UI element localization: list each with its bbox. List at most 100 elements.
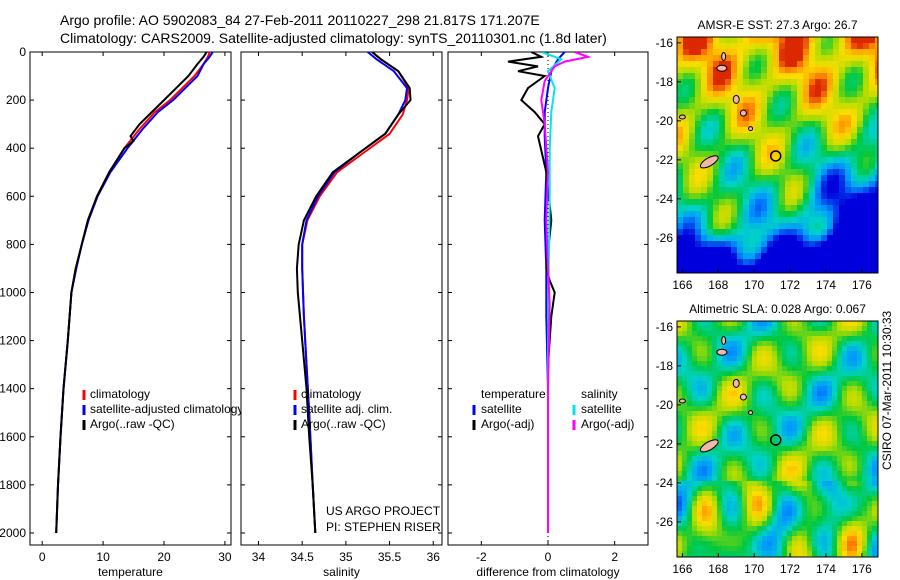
field-cell bbox=[875, 271, 878, 273]
temperature-xtick-label: 0 bbox=[39, 550, 46, 564]
field-cell bbox=[827, 491, 833, 497]
field-cell bbox=[752, 506, 758, 512]
field-cell bbox=[782, 506, 788, 512]
field-cell bbox=[852, 381, 858, 387]
field-cell bbox=[689, 145, 696, 152]
field-cell bbox=[827, 321, 833, 327]
field-cell bbox=[731, 43, 738, 50]
field-cell bbox=[803, 175, 810, 182]
field-cell bbox=[872, 466, 878, 472]
field-cell bbox=[707, 321, 713, 327]
field-cell bbox=[847, 546, 853, 552]
field-cell bbox=[725, 115, 732, 122]
field-cell bbox=[845, 217, 852, 224]
field-cell bbox=[697, 541, 703, 547]
field-cell bbox=[832, 426, 838, 432]
field-cell bbox=[872, 446, 878, 452]
field-cell bbox=[757, 521, 763, 527]
field-cell bbox=[687, 466, 693, 472]
field-cell bbox=[761, 109, 768, 116]
field-cell bbox=[747, 421, 753, 427]
field-cell bbox=[727, 371, 733, 377]
field-cell bbox=[782, 441, 788, 447]
field-cell bbox=[707, 416, 713, 422]
field-cell bbox=[682, 406, 688, 412]
field-cell bbox=[839, 229, 846, 236]
field-cell bbox=[707, 496, 713, 502]
field-cell bbox=[752, 406, 758, 412]
field-cell bbox=[845, 235, 852, 242]
field-cell bbox=[869, 49, 876, 56]
field-cell bbox=[821, 133, 828, 140]
field-cell bbox=[802, 481, 808, 487]
field-cell bbox=[812, 471, 818, 477]
field-cell bbox=[867, 536, 873, 542]
field-cell bbox=[779, 259, 786, 266]
field-cell bbox=[787, 396, 793, 402]
field-cell bbox=[787, 461, 793, 467]
field-cell bbox=[767, 431, 773, 437]
field-cell bbox=[809, 211, 816, 218]
field-cell bbox=[782, 426, 788, 432]
field-cell bbox=[815, 91, 822, 98]
field-cell bbox=[792, 341, 798, 347]
field-cell bbox=[682, 481, 688, 487]
field-cell bbox=[737, 121, 744, 128]
field-cell bbox=[797, 401, 803, 407]
field-cell bbox=[717, 486, 723, 492]
field-cell bbox=[732, 421, 738, 427]
field-cell bbox=[707, 127, 714, 134]
field-cell bbox=[717, 336, 723, 342]
field-cell bbox=[767, 546, 773, 552]
field-cell bbox=[737, 356, 743, 362]
field-cell bbox=[782, 421, 788, 427]
field-cell bbox=[689, 121, 696, 128]
field-cell bbox=[867, 486, 873, 492]
field-cell bbox=[742, 456, 748, 462]
field-cell bbox=[761, 259, 768, 266]
field-cell bbox=[839, 67, 846, 74]
field-cell bbox=[803, 259, 810, 266]
field-cell bbox=[797, 259, 804, 266]
field-cell bbox=[727, 406, 733, 412]
field-cell bbox=[737, 145, 744, 152]
temperature-series-group bbox=[55, 52, 214, 534]
field-cell bbox=[689, 49, 696, 56]
field-cell bbox=[743, 121, 750, 128]
field-cell bbox=[875, 67, 878, 74]
field-cell bbox=[757, 456, 763, 462]
field-cell bbox=[737, 456, 743, 462]
field-cell bbox=[747, 326, 753, 332]
field-cell bbox=[792, 551, 798, 557]
field-cell bbox=[687, 511, 693, 517]
field-cell bbox=[752, 531, 758, 537]
field-cell bbox=[797, 247, 804, 254]
field-cell bbox=[857, 97, 864, 104]
field-cell bbox=[872, 396, 878, 402]
field-cell bbox=[785, 43, 792, 50]
field-cell bbox=[725, 211, 732, 218]
field-cell bbox=[695, 115, 702, 122]
field-cell bbox=[815, 253, 822, 260]
field-cell bbox=[797, 163, 804, 170]
field-cell bbox=[761, 133, 768, 140]
field-cell bbox=[797, 67, 804, 74]
field-cell bbox=[839, 187, 846, 194]
field-cell bbox=[752, 551, 758, 557]
field-cell bbox=[767, 37, 774, 44]
field-cell bbox=[875, 49, 878, 56]
field-cell bbox=[742, 326, 748, 332]
field-cell bbox=[689, 193, 696, 200]
field-cell bbox=[815, 241, 822, 248]
field-cell bbox=[761, 157, 768, 164]
field-cell bbox=[749, 61, 756, 68]
field-cell bbox=[851, 241, 858, 248]
field-cell bbox=[767, 361, 773, 367]
field-cell bbox=[791, 175, 798, 182]
field-cell bbox=[682, 496, 688, 502]
field-cell bbox=[867, 391, 873, 397]
field-cell bbox=[747, 366, 753, 372]
field-cell bbox=[697, 501, 703, 507]
field-cell bbox=[807, 396, 813, 402]
field-cell bbox=[842, 446, 848, 452]
